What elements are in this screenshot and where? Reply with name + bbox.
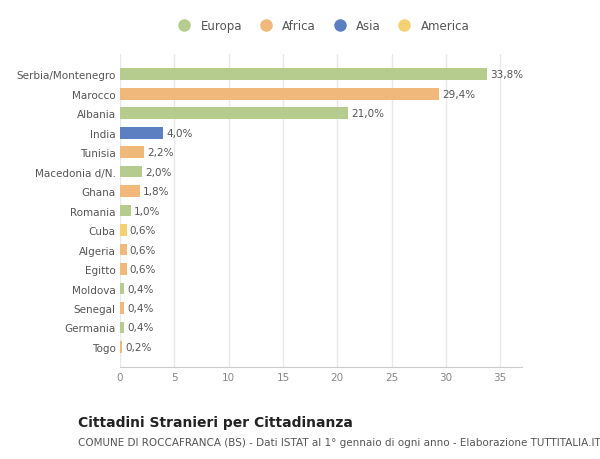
Text: 2,2%: 2,2% bbox=[147, 148, 173, 158]
Bar bbox=[120, 69, 487, 81]
Bar bbox=[120, 186, 140, 197]
Bar bbox=[120, 128, 163, 139]
Text: 0,6%: 0,6% bbox=[130, 264, 156, 274]
Bar bbox=[120, 167, 142, 178]
Text: COMUNE DI ROCCAFRANCA (BS) - Dati ISTAT al 1° gennaio di ogni anno - Elaborazion: COMUNE DI ROCCAFRANCA (BS) - Dati ISTAT … bbox=[78, 437, 600, 447]
Bar bbox=[120, 108, 348, 120]
Text: 0,4%: 0,4% bbox=[128, 323, 154, 333]
Text: 0,4%: 0,4% bbox=[128, 303, 154, 313]
Bar bbox=[120, 302, 124, 314]
Bar bbox=[120, 89, 439, 101]
Text: 0,2%: 0,2% bbox=[125, 342, 152, 352]
Text: 1,0%: 1,0% bbox=[134, 206, 160, 216]
Text: 29,4%: 29,4% bbox=[443, 90, 476, 100]
Text: Cittadini Stranieri per Cittadinanza: Cittadini Stranieri per Cittadinanza bbox=[78, 415, 353, 429]
Text: 1,8%: 1,8% bbox=[143, 187, 169, 197]
Text: 4,0%: 4,0% bbox=[167, 129, 193, 139]
Bar bbox=[120, 283, 124, 295]
Bar bbox=[120, 244, 127, 256]
Text: 0,4%: 0,4% bbox=[128, 284, 154, 294]
Text: 2,0%: 2,0% bbox=[145, 167, 172, 177]
Bar bbox=[120, 225, 127, 236]
Bar bbox=[120, 322, 124, 334]
Text: 33,8%: 33,8% bbox=[490, 70, 524, 80]
Text: 21,0%: 21,0% bbox=[352, 109, 385, 119]
Bar bbox=[120, 205, 131, 217]
Bar bbox=[120, 147, 144, 159]
Bar bbox=[120, 341, 122, 353]
Text: 0,6%: 0,6% bbox=[130, 225, 156, 235]
Text: 0,6%: 0,6% bbox=[130, 245, 156, 255]
Bar bbox=[120, 263, 127, 275]
Legend: Europa, Africa, Asia, America: Europa, Africa, Asia, America bbox=[172, 20, 470, 34]
